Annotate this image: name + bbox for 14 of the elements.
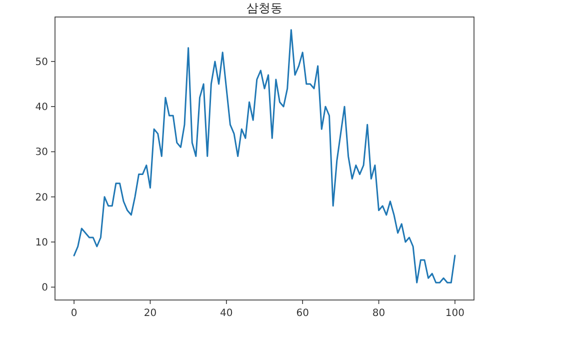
y-tick-label: 30 bbox=[35, 147, 48, 158]
y-tick-label: 0 bbox=[42, 282, 48, 294]
x-tick-label: 0 bbox=[70, 308, 78, 319]
x-tick-label: 100 bbox=[445, 308, 464, 319]
x-tick-label: 80 bbox=[372, 308, 386, 319]
y-tick-label: 10 bbox=[35, 238, 48, 248]
line-series bbox=[73, 29, 456, 284]
y-tick-label: 20 bbox=[35, 192, 48, 204]
x-tick-label: 60 bbox=[296, 308, 309, 319]
x-tick-label: 20 bbox=[144, 308, 157, 319]
y-tick-label: 40 bbox=[35, 102, 48, 114]
x-tick-label: 40 bbox=[220, 308, 233, 319]
y-tick-label: 50 bbox=[35, 56, 48, 68]
chart-title: 삼청동 bbox=[246, 1, 282, 15]
